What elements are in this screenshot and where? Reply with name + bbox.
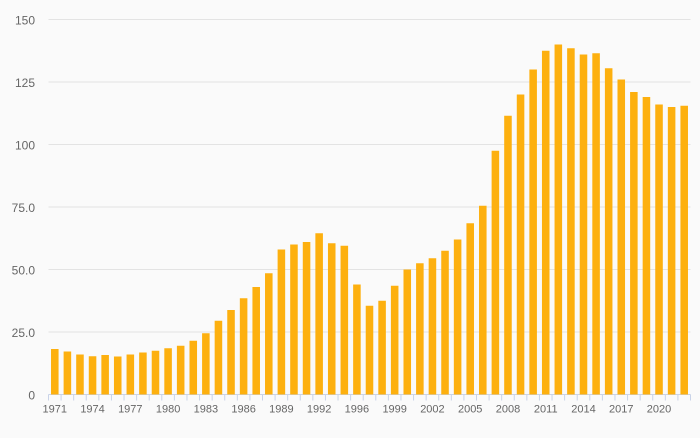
svg-text:1980: 1980 — [156, 404, 180, 416]
svg-text:50.0: 50.0 — [12, 264, 36, 278]
svg-text:2020: 2020 — [647, 404, 671, 416]
svg-text:125: 125 — [15, 76, 35, 90]
svg-text:1989: 1989 — [269, 404, 293, 416]
svg-text:1996: 1996 — [345, 404, 369, 416]
svg-text:150: 150 — [15, 14, 35, 28]
svg-text:1992: 1992 — [307, 404, 331, 416]
svg-text:1971: 1971 — [43, 404, 67, 416]
svg-text:1977: 1977 — [118, 404, 142, 416]
svg-text:1974: 1974 — [80, 404, 104, 416]
svg-text:2011: 2011 — [534, 404, 558, 416]
svg-text:1983: 1983 — [194, 404, 218, 416]
svg-text:2008: 2008 — [496, 404, 520, 416]
svg-text:0: 0 — [28, 389, 35, 403]
svg-text:25.0: 25.0 — [12, 326, 36, 340]
svg-text:100: 100 — [15, 139, 35, 153]
svg-text:2002: 2002 — [420, 404, 444, 416]
svg-text:1999: 1999 — [382, 404, 406, 416]
svg-text:2014: 2014 — [571, 404, 595, 416]
svg-text:2017: 2017 — [609, 404, 633, 416]
svg-text:2005: 2005 — [458, 404, 482, 416]
svg-text:1986: 1986 — [231, 404, 255, 416]
svg-text:75.0: 75.0 — [12, 201, 36, 215]
